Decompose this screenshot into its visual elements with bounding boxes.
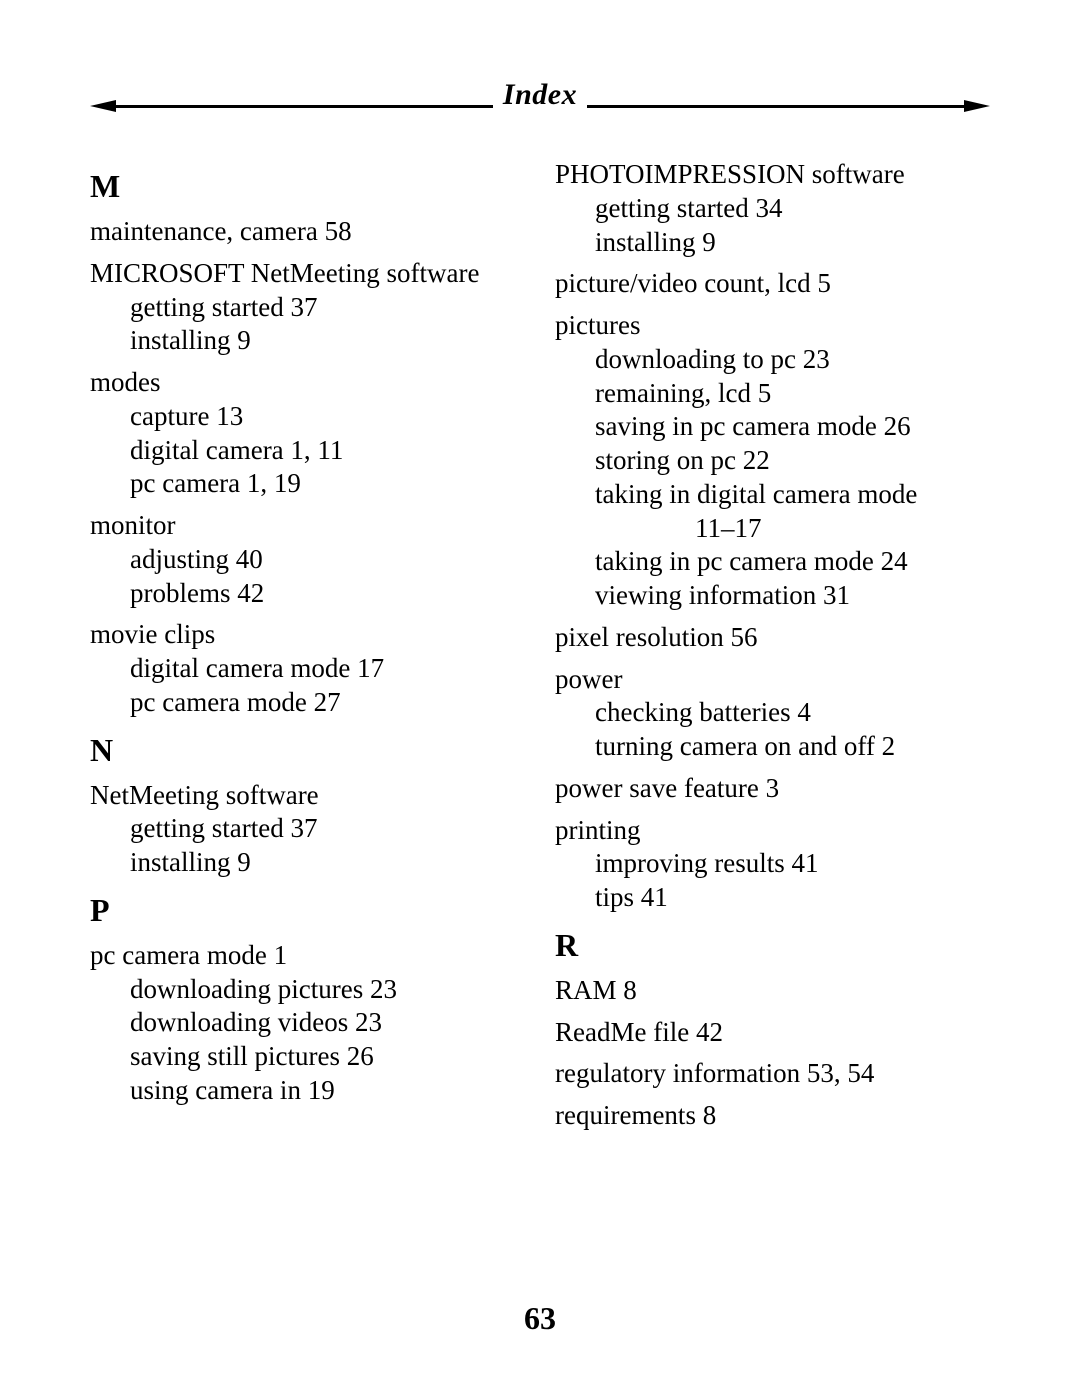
index-subentry: checking batteries 4 [595, 696, 990, 730]
index-page: Index Mmaintenance, camera 58 MICROSOFT N… [0, 0, 1080, 1397]
index-entry: movie clips [90, 618, 525, 652]
index-group: powerchecking batteries 4turning camera … [555, 663, 990, 764]
index-group: picturesdownloading to pc 23remaining, l… [555, 309, 990, 613]
index-entry: regulatory information 53, 54 [555, 1057, 990, 1091]
index-subentries: adjusting 40problems 42 [90, 543, 525, 611]
page-number: 63 [0, 1300, 1080, 1337]
index-entry: MICROSOFT NetMeeting software [90, 257, 525, 291]
index-group: modescapture 13digital camera 1, 11pc ca… [90, 366, 525, 501]
index-subentry: downloading to pc 23 [595, 343, 990, 377]
rule-arrow-right-icon [964, 100, 990, 112]
index-subentries: getting started 37installing 9 [90, 812, 525, 880]
section-letter: M [90, 168, 525, 205]
index-subentry: downloading videos 23 [130, 1006, 525, 1040]
index-subentry: tips 41 [595, 881, 990, 915]
index-subentry: getting started 34 [595, 192, 990, 226]
index-entry: pixel resolution 56 [555, 621, 990, 655]
index-columns: Mmaintenance, camera 58 MICROSOFT NetMeet… [90, 156, 990, 1141]
index-subentry: saving still pictures 26 [130, 1040, 525, 1074]
index-subentry: saving in pc camera mode 26 [595, 410, 990, 444]
index-subentry: taking in digital camera mode [595, 478, 990, 512]
index-group: printingimproving results 41tips 41 [555, 814, 990, 915]
index-column-left: Mmaintenance, camera 58 MICROSOFT NetMeet… [90, 156, 525, 1141]
index-subentry: turning camera on and off 2 [595, 730, 990, 764]
index-group: pixel resolution 56 [555, 621, 990, 655]
index-entry: NetMeeting software [90, 779, 525, 813]
section-letter: P [90, 892, 525, 929]
index-subentries: improving results 41tips 41 [555, 847, 990, 915]
index-entry: modes [90, 366, 525, 400]
page-header: Index [90, 78, 990, 112]
index-entry: power save feature 3 [555, 772, 990, 806]
index-column-right: PHOTOIMPRESSION softwaregetting started … [555, 156, 990, 1141]
index-group: requirements 8 [555, 1099, 990, 1133]
index-subentry: using camera in 19 [130, 1074, 525, 1108]
index-group: movie clipsdigital camera mode 17pc came… [90, 618, 525, 719]
index-group: NetMeeting softwaregetting started 37ins… [90, 779, 525, 880]
index-entry: maintenance, camera 58 [90, 215, 525, 249]
index-subentries: digital camera mode 17pc camera mode 27 [90, 652, 525, 720]
index-subentries: getting started 37installing 9 [90, 291, 525, 359]
index-entry: PHOTOIMPRESSION software [555, 158, 990, 192]
index-group: pc camera mode 1downloading pictures 23d… [90, 939, 525, 1108]
index-entry: picture/video count, lcd 5 [555, 267, 990, 301]
index-subentry: remaining, lcd 5 [595, 377, 990, 411]
index-group: maintenance, camera 58 [90, 215, 525, 249]
index-subentry: storing on pc 22 [595, 444, 990, 478]
index-group: picture/video count, lcd 5 [555, 267, 990, 301]
index-entry: pictures [555, 309, 990, 343]
index-entry: RAM 8 [555, 974, 990, 1008]
index-subentries: capture 13digital camera 1, 11pc camera … [90, 400, 525, 501]
section-letter: N [90, 732, 525, 769]
index-subentry: problems 42 [130, 577, 525, 611]
index-subentries: getting started 34installing 9 [555, 192, 990, 260]
index-group: RAM 8 [555, 974, 990, 1008]
index-subentry: getting started 37 [130, 291, 525, 325]
index-subentry: taking in pc camera mode 24 [595, 545, 990, 579]
index-entry: power [555, 663, 990, 697]
index-subentry: installing 9 [595, 226, 990, 260]
index-entry: pc camera mode 1 [90, 939, 525, 973]
index-entry: printing [555, 814, 990, 848]
index-entry: requirements 8 [555, 1099, 990, 1133]
rule-arrow-left-icon [90, 100, 116, 112]
index-entry: ReadMe file 42 [555, 1016, 990, 1050]
index-subentry: pc camera 1, 19 [130, 467, 525, 501]
index-group: PHOTOIMPRESSION softwaregetting started … [555, 158, 990, 259]
index-subentries: downloading to pc 23remaining, lcd 5savi… [555, 343, 990, 613]
index-subentry: installing 9 [130, 324, 525, 358]
index-group: MICROSOFT NetMeeting softwaregetting sta… [90, 257, 525, 358]
index-subentry: pc camera mode 27 [130, 686, 525, 720]
index-entry: monitor [90, 509, 525, 543]
index-group: ReadMe file 42 [555, 1016, 990, 1050]
index-subentry: digital camera mode 17 [130, 652, 525, 686]
index-subentry: downloading pictures 23 [130, 973, 525, 1007]
index-group: power save feature 3 [555, 772, 990, 806]
index-subentries: downloading pictures 23downloading video… [90, 973, 525, 1108]
index-subentry: getting started 37 [130, 812, 525, 846]
index-subentry: digital camera 1, 11 [130, 434, 525, 468]
index-subentry: improving results 41 [595, 847, 990, 881]
index-subentry: installing 9 [130, 846, 525, 880]
index-subentry: 11–17 [595, 512, 990, 546]
index-group: monitoradjusting 40problems 42 [90, 509, 525, 610]
index-subentry: capture 13 [130, 400, 525, 434]
page-title: Index [493, 78, 587, 112]
index-subentry: viewing information 31 [595, 579, 990, 613]
index-subentry: adjusting 40 [130, 543, 525, 577]
index-group: regulatory information 53, 54 [555, 1057, 990, 1091]
section-letter: R [555, 927, 990, 964]
index-subentries: checking batteries 4turning camera on an… [555, 696, 990, 764]
